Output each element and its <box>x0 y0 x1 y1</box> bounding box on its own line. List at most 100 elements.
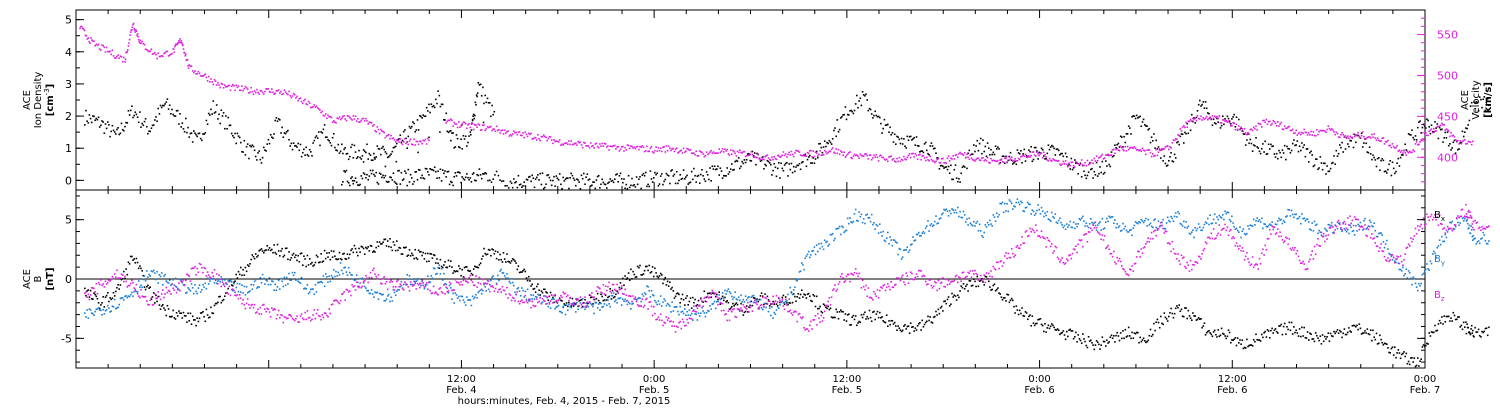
plasma-density-point <box>734 160 736 163</box>
magnetic-bx-point <box>694 298 696 301</box>
plasma-density-point <box>300 155 303 158</box>
plasma-density-point <box>1118 146 1121 148</box>
plasma-velocity-point <box>778 155 780 157</box>
plasma-velocity-point <box>560 144 562 146</box>
magnetic-by-point <box>285 276 288 279</box>
plasma-density-point <box>149 130 151 133</box>
plasma-velocity-point <box>1399 151 1402 153</box>
magnetic-by-point <box>741 301 743 303</box>
b-axis-tick-label: 5 <box>65 214 72 227</box>
plasma-velocity-point <box>518 131 521 133</box>
magnetic-bx-point <box>759 295 762 297</box>
plasma-velocity-point <box>218 84 220 86</box>
magnetic-bx-point <box>167 308 170 310</box>
plasma-density-point <box>430 168 433 171</box>
plasma-velocity-point <box>1451 135 1453 137</box>
magnetic-by-point <box>961 216 964 219</box>
plasma-velocity-point <box>1076 161 1078 164</box>
magnetic-bx-point <box>1122 330 1124 332</box>
magnetic-by-point <box>90 312 93 314</box>
plasma-density-point <box>370 172 373 175</box>
plasma-density-point <box>1466 127 1468 130</box>
plasma-velocity-point <box>405 142 407 145</box>
magnetic-by-point <box>257 286 259 288</box>
magnetic-bx-point <box>1250 344 1253 346</box>
plasma-density-point <box>318 131 320 133</box>
plasma-density-point <box>867 109 870 112</box>
magnetic-by-point <box>491 276 493 278</box>
magnetic-by-point <box>1072 221 1075 224</box>
magnetic-bx-point <box>237 270 240 273</box>
magnetic-bx-point <box>937 308 940 311</box>
plasma-velocity-point <box>618 150 621 152</box>
plasma-density-point <box>283 132 286 134</box>
plasma-velocity-point <box>136 34 138 37</box>
plasma-density-point <box>641 174 644 176</box>
magnetic-bx-point <box>705 296 708 299</box>
plasma-velocity-point <box>823 149 826 152</box>
plasma-velocity-point <box>812 150 814 152</box>
magnetic-by-point <box>593 312 595 315</box>
plasma-density-point <box>749 159 751 162</box>
plasma-velocity-point <box>313 104 316 106</box>
plasma-density-point <box>658 183 661 185</box>
plasma-velocity-point <box>150 48 153 50</box>
plasma-density-point <box>377 183 380 185</box>
plasma-velocity-point <box>758 158 761 160</box>
plasma-velocity-point <box>825 151 827 153</box>
plasma-density-point <box>1417 126 1419 129</box>
magnetic-bx-point <box>1341 336 1343 339</box>
plasma-velocity-point <box>1043 151 1045 154</box>
magnetic-bx-point <box>1202 325 1205 327</box>
magnetic-bx-point <box>811 300 813 303</box>
plasma-velocity-point <box>129 31 132 33</box>
magnetic-bx-point <box>1316 334 1318 337</box>
magnetic-by-point <box>197 287 200 289</box>
magnetic-by-point <box>978 223 981 226</box>
plasma-density-point <box>1243 133 1246 135</box>
magnetic-bx-point <box>280 250 282 252</box>
plasma-density-point <box>444 119 446 121</box>
magnetic-by-point <box>795 279 797 281</box>
plasma-density-point <box>1449 143 1451 145</box>
plasma-velocity-point <box>1023 155 1026 157</box>
plasma-density-point <box>1352 146 1355 149</box>
magnetic-bx-point <box>461 268 463 271</box>
plasma-velocity-point <box>93 40 95 43</box>
magnetic-by-point <box>885 237 888 239</box>
magnetic-bx-point <box>659 272 662 275</box>
magnetic-bx-point <box>447 259 450 262</box>
plasma-density-point <box>547 174 550 176</box>
magnetic-bx-point <box>1093 348 1096 351</box>
plasma-velocity-point <box>1378 139 1380 142</box>
magnetic-bx-point <box>1275 330 1278 333</box>
plasma-velocity-point <box>1403 149 1405 152</box>
plasma-density-point <box>1270 143 1272 146</box>
magnetic-by-point <box>1014 205 1016 208</box>
magnetic-bx-point <box>745 305 748 307</box>
magnetic-by-point <box>482 289 484 292</box>
plasma-density-point <box>1453 139 1456 142</box>
plasma-velocity-point <box>1162 148 1164 150</box>
plasma-density-point <box>358 184 360 187</box>
magnetic-by-point <box>856 219 858 222</box>
plasma-velocity-point <box>1013 159 1015 162</box>
magnetic-bx-point <box>651 266 654 268</box>
magnetic-bx-point <box>690 307 693 309</box>
plasma-density-point <box>324 136 327 138</box>
plasma-velocity-point <box>942 157 944 160</box>
magnetic-bx-point <box>877 316 880 319</box>
plasma-velocity-point <box>639 145 641 148</box>
plasma-density-point <box>460 138 462 140</box>
plasma-density-point <box>207 112 210 115</box>
plasma-velocity-point <box>1210 117 1213 120</box>
plasma-velocity-point <box>576 144 578 146</box>
plasma-velocity-point <box>1228 121 1231 124</box>
magnetic-by-point <box>758 308 761 310</box>
plasma-density-point <box>653 177 655 179</box>
plasma-density-point <box>1071 168 1074 171</box>
magnetic-bx-point <box>1138 341 1140 344</box>
magnetic-bx-point <box>506 253 508 255</box>
magnetic-by-point <box>307 292 310 295</box>
plasma-density-point <box>1217 121 1219 123</box>
